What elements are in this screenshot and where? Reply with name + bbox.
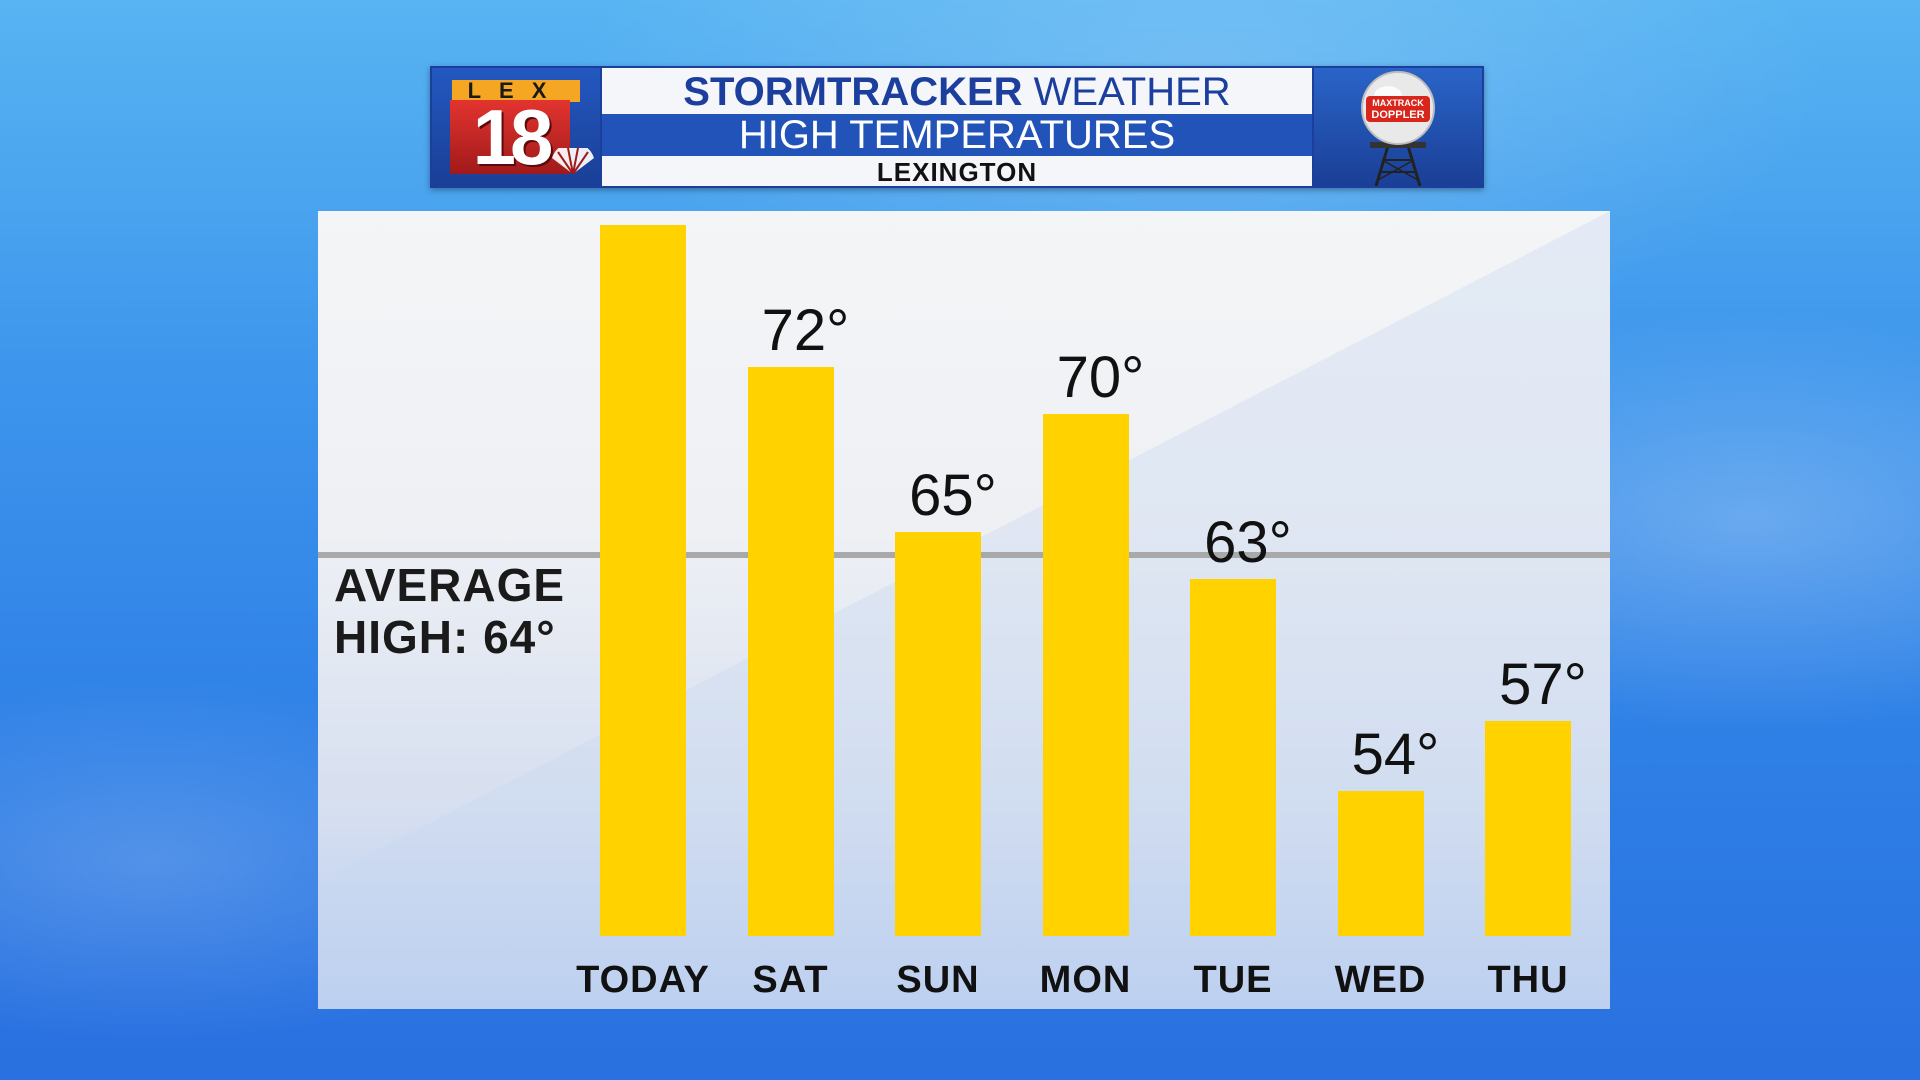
chart-panel: AVERAGE HIGH: 64° 78° TODAY 72° SAT 65° SUN 70…: [318, 211, 1610, 1009]
average-label-line2: HIGH: 64°: [334, 611, 556, 664]
bar-sun: [895, 531, 981, 936]
category-label-today: TODAY: [576, 959, 710, 1001]
category-label-tue: TUE: [1193, 959, 1273, 1001]
bar-tue: [1190, 579, 1276, 936]
category-label-sat: SAT: [752, 959, 829, 1001]
header-banner: LEX 18 STORMTRACKER WEATHER HIGH TEMPERA…: [430, 66, 1484, 188]
value-label-tue: 63°: [1204, 510, 1292, 576]
bar-wed: [1337, 791, 1424, 936]
page-title: STORMTRACKER WEATHER: [602, 68, 1312, 114]
value-label-mon: 70°: [1056, 344, 1145, 410]
bar-sat: [747, 366, 834, 936]
chart-subtitle: HIGH TEMPERATURES: [602, 114, 1312, 156]
bar-mon: [1042, 413, 1129, 936]
category-label-thu: THU: [1487, 959, 1569, 1001]
bar-thu: [1485, 720, 1571, 936]
title-weather: WEATHER: [1022, 70, 1231, 114]
logo-lex-text: LEX: [452, 80, 580, 102]
category-label-sun: SUN: [896, 959, 980, 1001]
doppler-top-text: MAXTRACK: [1372, 98, 1424, 108]
doppler-tower-icon: MAXTRACK DOPPLER: [1361, 71, 1435, 187]
value-label-thu: 57°: [1499, 651, 1587, 717]
category-label-wed: WED: [1334, 959, 1427, 1001]
value-label-sat: 72°: [761, 297, 850, 363]
category-label-mon: MON: [1039, 959, 1132, 1001]
average-label: AVERAGE HIGH: 64°: [334, 559, 565, 663]
peacock-icon: [552, 148, 594, 174]
value-label-wed: 54°: [1351, 722, 1440, 788]
title-stormtracker: STORMTRACKER: [683, 70, 1023, 114]
value-label-sun: 65°: [909, 462, 997, 528]
lex18-logo: LEX 18: [432, 68, 600, 186]
logo-number: 18: [450, 98, 570, 176]
doppler-bottom-text: DOPPLER: [1371, 109, 1424, 121]
bar-today: [600, 225, 686, 936]
location-label: LEXINGTON: [876, 157, 1038, 187]
average-label-line1: AVERAGE: [334, 559, 566, 612]
value-label-today: 78°: [573, 211, 743, 219]
title-block: STORMTRACKER WEATHER HIGH TEMPERATURES L…: [602, 68, 1312, 186]
doppler-logo: MAXTRACK DOPPLER: [1314, 68, 1482, 187]
